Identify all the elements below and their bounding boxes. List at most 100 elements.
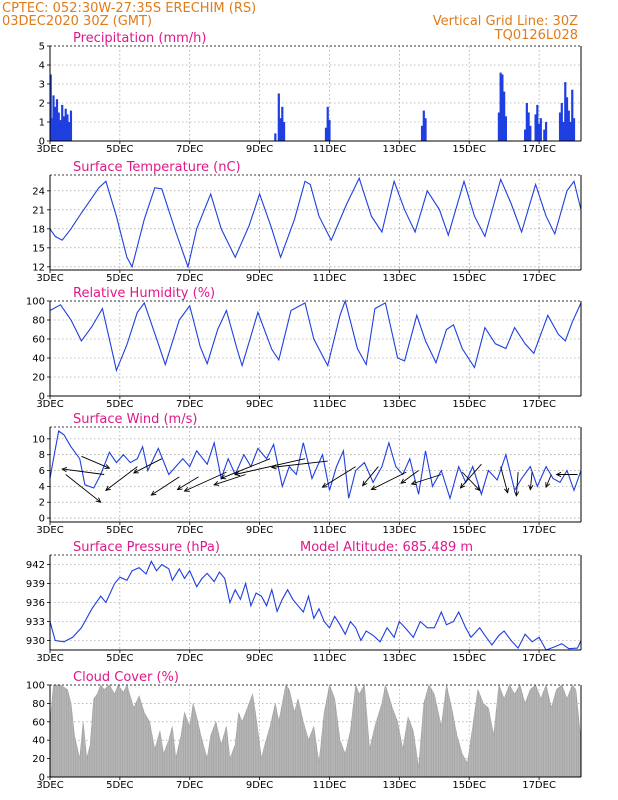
x-tick-label: 5DEC [106, 653, 133, 664]
precip-bar [55, 99, 59, 141]
x-tick-label: 17DEC [522, 399, 556, 410]
precip-bar [62, 116, 66, 141]
wind-arrow [322, 466, 356, 488]
x-tick-label: 15DEC [452, 273, 486, 284]
rh-line [49, 299, 582, 373]
x-tick-label: 15DEC [452, 525, 486, 536]
x-tick-label: 17DEC [522, 144, 556, 155]
wind-arrow [271, 460, 328, 468]
wind-arrow [151, 476, 180, 496]
precip-bar [282, 122, 286, 141]
wind-arrow-head [504, 487, 510, 494]
x-tick-label: 11DEC [313, 525, 347, 536]
precip-bar [50, 118, 54, 141]
x-tick-label: 17DEC [522, 780, 556, 791]
precip-bar [567, 110, 570, 141]
precip-bar [562, 122, 565, 141]
x-tick-label: 5DEC [106, 525, 133, 536]
y-tick-label: 20 [32, 373, 45, 384]
precip-bar [59, 120, 62, 141]
precip-bar [558, 112, 562, 141]
panel-title: Relative Humidity (%) [73, 286, 215, 301]
model-altitude-label: Model Altitude: 685.489 m [300, 540, 473, 555]
x-tick-label: 15DEC [452, 780, 486, 791]
y-tick-label: 936 [26, 598, 45, 609]
precip-bar [422, 110, 425, 141]
x-tick-label: 15DEC [452, 144, 486, 155]
x-tick-label: 3DEC [36, 399, 63, 410]
panel-pres: 930 933 936 939 942 3DEC 5DEC 7DEC 9DEC 11DEC 13DE… [26, 540, 582, 664]
y-tick-label: 18 [32, 224, 45, 235]
x-tick-label: 15DEC [452, 653, 486, 664]
wind-arrow-head [474, 485, 481, 492]
wind-arrow-head [321, 482, 328, 488]
wind-arrow-head [183, 486, 190, 492]
x-tick-label: 7DEC [176, 144, 203, 155]
panels: 0 12 3 4 5 3DEC 5DEC 7DEC 9DEC 11DEC 13DEC 15DEC 17D… [26, 31, 582, 791]
precip-bar [529, 125, 532, 141]
precip-bar [424, 118, 427, 141]
precip-bar [497, 112, 501, 141]
wind-arrow [400, 470, 419, 484]
header-location: CPTEC: 052:30W-27:35S ERECHIM (RS) [2, 1, 256, 16]
precip-bar [527, 112, 530, 141]
wind-arrow [529, 472, 533, 490]
y-tick-label: 6 [39, 466, 45, 477]
x-tick-label: 3DEC [36, 653, 63, 664]
wind-arrow [133, 458, 162, 474]
wind-arrow-head [132, 468, 139, 474]
x-tick-label: 9DEC [246, 525, 273, 536]
precip-bar [54, 106, 57, 141]
wind-line [49, 430, 582, 501]
x-tick-label: 7DEC [176, 653, 203, 664]
y-tick-label: 0 [39, 514, 45, 525]
panel-temp: 12 15 18 21 24 3DEC 5DEC 7DEC 9DEC 11DEC 13DEC 15DE… [32, 160, 582, 284]
panel-title: Precipitation (mm/h) [73, 31, 206, 46]
y-tick-label: 5 [39, 42, 45, 53]
header-date: 03DEC2020 30Z (GMT) [2, 14, 152, 29]
precip-bar [420, 125, 424, 141]
panel-title: Cloud Cover (%) [73, 670, 179, 685]
wind-arrow [221, 458, 271, 479]
wind-arrow-head [514, 491, 520, 497]
x-tick-label: 3DEC [36, 525, 63, 536]
precip-bar [64, 108, 67, 141]
y-tick-label: 80 [32, 316, 45, 327]
precip-bar [525, 103, 528, 141]
y-tick-label: 939 [26, 579, 45, 590]
panel-cloud: 0 20 40 60 80 100 3DEC 5DEC 7DEC 9DEC 11DEC 13DEC 15… [26, 670, 582, 791]
y-tick-label: 21 [32, 205, 45, 216]
header-grid-note: Vertical Grid Line: 30Z [433, 14, 578, 29]
x-tick-label: 11DEC [313, 144, 347, 155]
wind-arrow-head [370, 485, 377, 491]
x-tick-label: 9DEC [246, 273, 273, 284]
precip-bar [69, 110, 73, 141]
wind-arrow-head [61, 466, 68, 473]
precip-bar [274, 133, 277, 141]
wind-arrow-head [459, 483, 466, 489]
y-tick-label: 4 [39, 482, 45, 493]
x-tick-label: 13DEC [382, 399, 416, 410]
precip-bar [571, 89, 574, 141]
precip-bar [564, 82, 567, 141]
wind-arrow-head [410, 480, 417, 486]
x-tick-label: 7DEC [176, 399, 203, 410]
wind-arrow-head [270, 464, 277, 470]
panel-title: Surface Wind (m/s) [73, 412, 197, 427]
precip-bar [326, 106, 329, 141]
y-tick-label: 40 [32, 736, 45, 747]
header-model-id: TQ0126L028 [494, 28, 578, 43]
y-tick-label: 100 [26, 681, 45, 692]
precip-bar [537, 123, 541, 141]
wind-arrow-head [213, 480, 220, 486]
panel-title: Surface Temperature (nC) [73, 160, 241, 175]
wind-arrow [545, 474, 552, 488]
precip-bar [57, 112, 60, 141]
y-tick-label: 3 [39, 80, 45, 91]
x-tick-label: 11DEC [313, 653, 347, 664]
x-tick-label: 5DEC [106, 780, 133, 791]
y-tick-label: 12 [32, 262, 45, 273]
y-tick-label: 0 [39, 137, 45, 148]
x-tick-label: 13DEC [382, 144, 416, 155]
precip-bar [277, 93, 280, 141]
